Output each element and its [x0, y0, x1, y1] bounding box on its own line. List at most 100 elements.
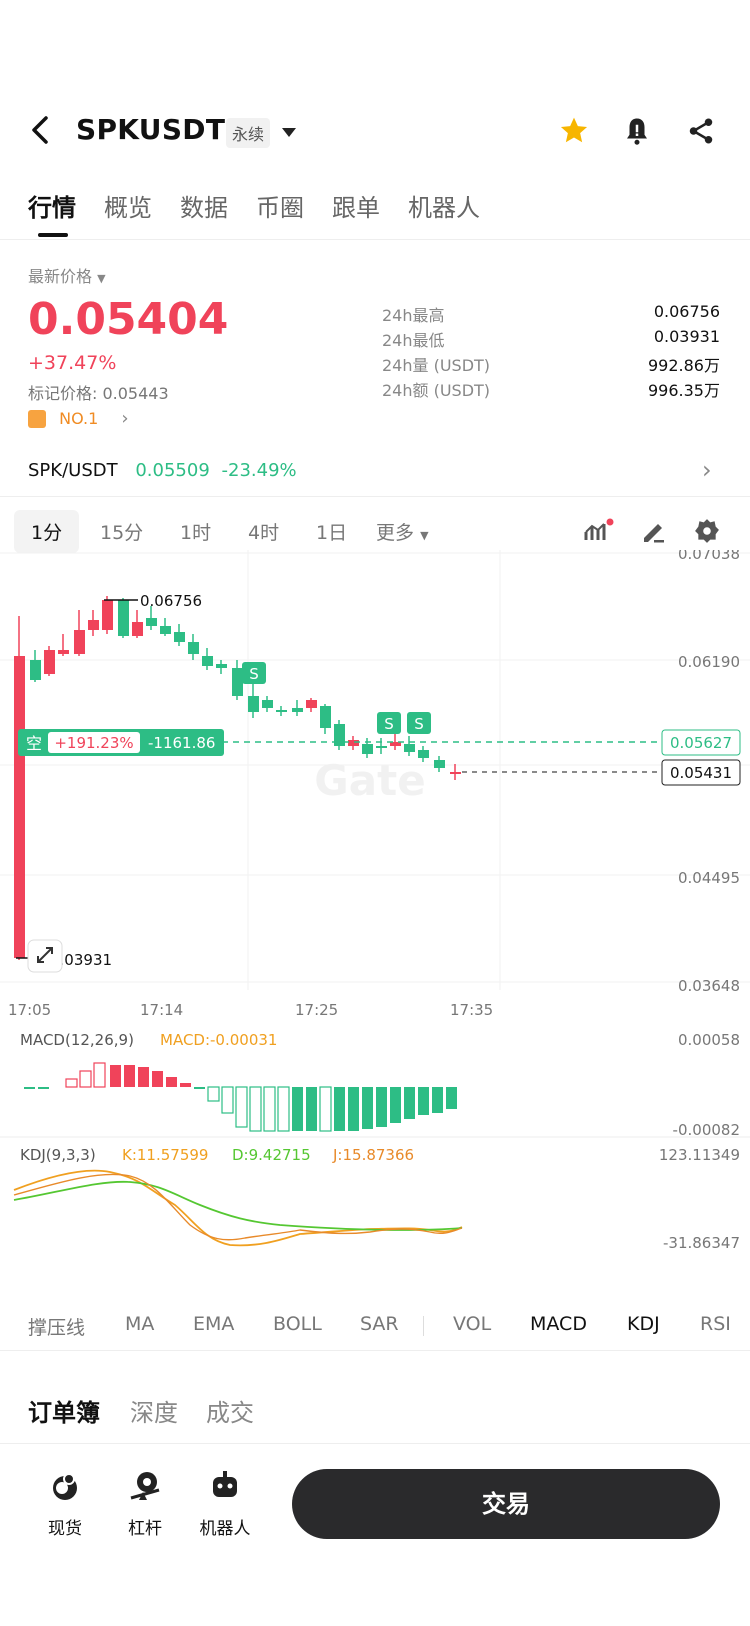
- macd-bar: [348, 1087, 359, 1131]
- kdj-axis-bottom: -31.86347: [663, 1234, 740, 1252]
- current-price-tag: [661, 759, 741, 786]
- symbol-dropdown-icon[interactable]: [282, 128, 296, 137]
- macd-histogram: [24, 1062, 457, 1132]
- tab-copy-trading[interactable]: 跟单: [332, 194, 380, 222]
- spot-chevron-icon[interactable]: ›: [702, 456, 712, 484]
- back-arrow-icon[interactable]: [22, 112, 58, 148]
- interval-4h[interactable]: 4时: [248, 522, 280, 544]
- nav-bot-button[interactable]: 机器人: [190, 1470, 260, 1539]
- rank-badge[interactable]: NO.1 ›: [28, 408, 129, 429]
- candle-body: [376, 746, 387, 748]
- tab-depth[interactable]: 深度: [130, 1399, 178, 1427]
- indicator-vol[interactable]: VOL: [453, 1313, 492, 1335]
- indicator-settings-icon[interactable]: [584, 518, 614, 544]
- nav-margin-button[interactable]: 杠杆: [110, 1470, 180, 1539]
- entry-price-tag: [661, 729, 741, 756]
- chevron-right-icon: ›: [121, 408, 129, 429]
- indicator-ma[interactable]: MA: [125, 1313, 155, 1335]
- position-pnl: -1161.86: [148, 734, 215, 752]
- price-axis-tick: 0.04495: [678, 869, 740, 887]
- current-price-label: 0.05431: [670, 764, 732, 782]
- spot-coins-icon: [53, 1473, 77, 1500]
- indicator-macd[interactable]: MACD: [530, 1313, 587, 1335]
- candle-body: [118, 600, 129, 636]
- favorite-star-icon[interactable]: [558, 115, 590, 147]
- kdj-axis-top: 123.11349: [659, 1146, 740, 1164]
- macd-bar: [277, 1086, 290, 1132]
- interval-15m[interactable]: 15分: [100, 522, 144, 544]
- macd-bar: [334, 1087, 345, 1131]
- svg-text:S: S: [249, 665, 259, 683]
- divider: [0, 239, 750, 240]
- interval-1m[interactable]: 1分: [14, 510, 80, 553]
- tab-orderbook[interactable]: 订单簿: [28, 1399, 100, 1427]
- macd-bar: [110, 1065, 121, 1087]
- interval-1d[interactable]: 1日: [316, 522, 348, 544]
- spot-pair: SPK/USDT: [28, 460, 118, 481]
- candle-body: [30, 660, 41, 680]
- candle-body: [390, 742, 401, 746]
- last-price: 0.05404: [28, 294, 229, 345]
- kdj-k-value: K:11.57599: [122, 1146, 208, 1164]
- divider: [0, 1443, 750, 1444]
- tab-community[interactable]: 币圈: [256, 194, 304, 222]
- interval-more[interactable]: 更多 ▼: [376, 522, 429, 544]
- drawing-tool-icon[interactable]: [640, 518, 666, 544]
- kline-chart[interactable]: Gate 0.06756 0.03931 空 +191.23% -1161.86…: [0, 550, 750, 1310]
- macd-bar: [263, 1086, 276, 1132]
- time-axis-tick: 17:05: [8, 1001, 51, 1019]
- macd-bar: [152, 1071, 163, 1087]
- price-alert-bell-icon[interactable]: [622, 115, 652, 147]
- tab-trades[interactable]: 成交: [206, 1399, 254, 1427]
- macd-bar: [376, 1087, 387, 1127]
- latest-price-label[interactable]: 最新价格 ▼: [28, 267, 106, 286]
- interval-1h[interactable]: 1时: [180, 522, 212, 544]
- stat-value-volume: 992.86万: [648, 356, 720, 375]
- contract-type-tag: 永续: [226, 118, 271, 148]
- indicator-sar[interactable]: SAR: [360, 1313, 399, 1335]
- share-icon[interactable]: [686, 115, 716, 147]
- indicator-rsi[interactable]: RSI: [700, 1313, 731, 1335]
- tab-data[interactable]: 数据: [180, 194, 228, 222]
- kdj-k-line: [13, 1169, 463, 1247]
- indicator-kdj[interactable]: KDJ: [627, 1313, 660, 1335]
- kdj-title: KDJ(9,3,3): [20, 1146, 96, 1164]
- price-axis-tick: 0.07038: [678, 550, 740, 563]
- nav-spot-button[interactable]: 现货: [30, 1470, 100, 1539]
- time-axis-tick: 17:14: [140, 1001, 183, 1019]
- stat-value-turnover: 996.35万: [648, 381, 720, 400]
- indicator-support-resistance[interactable]: 撑压线: [28, 1317, 86, 1339]
- price-change: +37.47%: [28, 352, 117, 374]
- candle-body: [348, 740, 359, 746]
- candle-body: [334, 724, 345, 746]
- macd-bar: [138, 1067, 149, 1087]
- svg-text:S: S: [414, 715, 424, 733]
- macd-bar: [207, 1086, 220, 1102]
- stat-label-turnover: 24h额 (USDT): [382, 381, 491, 400]
- candle-body: [58, 650, 69, 654]
- candle-body: [202, 656, 213, 666]
- trade-button[interactable]: 交易: [292, 1469, 720, 1539]
- macd-bar: [180, 1083, 191, 1087]
- chart-grid: [0, 550, 750, 990]
- chart-settings-gear-icon[interactable]: [694, 518, 720, 544]
- macd-bar: [319, 1086, 332, 1132]
- tab-market[interactable]: 行情: [28, 194, 76, 222]
- kdj-j-line: [13, 1173, 463, 1241]
- candle-body: [232, 668, 243, 696]
- macd-bar: [24, 1087, 35, 1089]
- macd-bar: [38, 1087, 49, 1089]
- tab-bots[interactable]: 机器人: [408, 194, 480, 222]
- macd-bar: [390, 1087, 401, 1123]
- svg-text:S: S: [384, 715, 394, 733]
- indicator-ema[interactable]: EMA: [193, 1313, 235, 1335]
- symbol-title[interactable]: SPKUSDT: [76, 113, 226, 146]
- tab-overview[interactable]: 概览: [104, 194, 152, 222]
- macd-value: MACD:-0.00031: [160, 1031, 277, 1049]
- candle-body: [88, 620, 99, 630]
- spot-pair-row[interactable]: SPK/USDT 0.05509 -23.49%: [28, 460, 297, 481]
- macd-title: MACD(12,26,9): [20, 1031, 134, 1049]
- indicator-boll[interactable]: BOLL: [273, 1313, 322, 1335]
- chart-rank-icon: [28, 409, 46, 428]
- spot-price: 0.05509: [135, 460, 210, 481]
